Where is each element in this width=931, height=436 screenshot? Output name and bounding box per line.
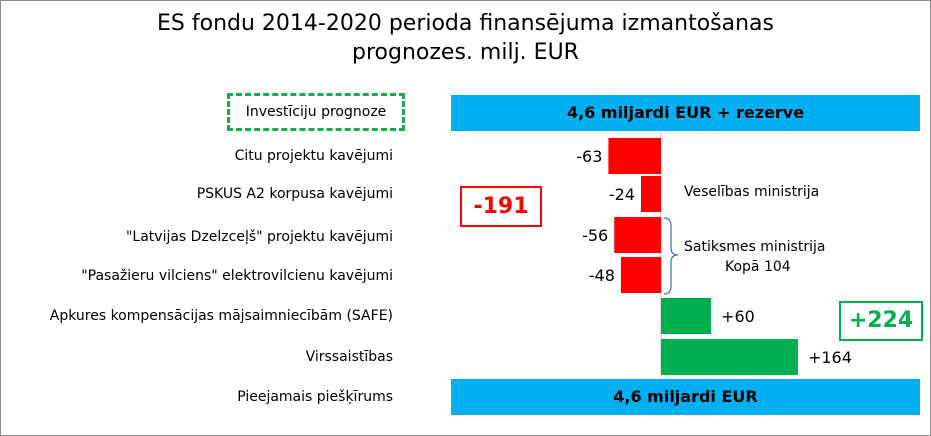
category-label-3: "Pasažieru vilciens" elektrovilcienu kav… [81,268,393,284]
category-label-1: PSKUS A2 korpusa kavējumi [196,186,393,202]
annotation-transport-total: Kopā 104 [725,259,791,275]
data-label-4: +60 [721,307,755,326]
chart-title-line-1: ES fondu 2014-2020 perioda finansējuma i… [157,11,774,36]
bar-4 [661,298,712,334]
bar-0 [608,138,661,174]
bar-2 [614,217,661,253]
bar-1 [640,176,661,212]
chart-title-line-2: prognozes. milj. EUR [352,40,579,65]
chart-title: ES fondu 2014-2020 perioda finansējuma i… [1,9,930,67]
category-label-5: Virssaistības [305,349,393,365]
annotation-transport-ministry: Satiksmes ministrija [684,239,826,255]
data-label-0: -63 [576,147,602,166]
data-label-3: -48 [589,266,615,285]
data-label-1: -24 [609,185,635,204]
category-label-4: Apkures kompensācijas mājsaimniecībām (S… [49,308,393,324]
positive-total-callout: +224 [839,301,923,341]
category-label-2: "Latvijas Dzelzceļš" projektu kavējumi [125,229,393,245]
available-allocation-band: 4,6 miljardi EUR [451,379,920,415]
category-label-0: Citu projektu kavējumi [234,148,393,164]
bar-5 [661,339,798,375]
data-label-5: +164 [808,348,852,367]
annotation-health-ministry: Veselības ministrija [684,184,820,200]
investment-forecast-dashed-box [227,93,405,131]
category-label-investment-forecast: Investīciju prognoze [245,104,387,120]
bar-3 [620,257,661,293]
transport-ministry-bracket [663,217,679,295]
investment-forecast-band: 4,6 miljardi EUR + rezerve [451,95,920,131]
data-label-2: -56 [582,226,608,245]
category-label-available-allocation: Pieejamais piešķīrums [237,389,393,405]
negative-total-callout: -191 [460,186,542,227]
